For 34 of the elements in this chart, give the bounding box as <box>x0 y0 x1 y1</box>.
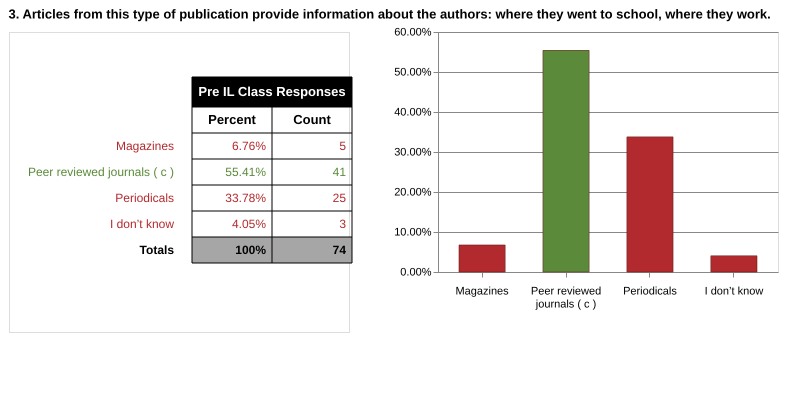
text: 3. Articles from this type of publication provide information about the authors: where they went to school, where they work. <box>8 6 771 22</box>
y-tick-label: 20.00% <box>394 186 432 198</box>
text: 25 <box>332 191 346 205</box>
x-tick-label: Peer reviewed journals ( c ) <box>530 286 602 310</box>
text: Percent <box>208 112 257 127</box>
text: Pre IL Class Responses <box>198 84 346 99</box>
text: 4.05% <box>232 217 266 231</box>
text: Magazines <box>116 139 174 153</box>
bar <box>542 50 590 272</box>
text: 74 <box>332 243 346 257</box>
bar <box>458 244 506 272</box>
text: 100% <box>235 243 266 257</box>
bar <box>710 256 758 272</box>
text: 33.78% <box>225 191 266 205</box>
y-tick-label: 50.00% <box>394 66 432 78</box>
text: 6.76% <box>232 139 266 153</box>
y-tick-label: 10.00% <box>394 226 432 238</box>
bar <box>626 136 674 272</box>
y-tick-label: 0.00% <box>400 266 432 278</box>
text: 41 <box>332 165 346 179</box>
x-tick-label: I don’t know <box>704 286 764 298</box>
text: Count <box>293 112 332 127</box>
y-tick-label: 40.00% <box>394 106 432 118</box>
text: Totals <box>140 243 174 257</box>
text: 3 <box>339 217 346 231</box>
x-tick-label: Periodicals <box>623 286 678 298</box>
y-tick-label: 60.00% <box>394 26 432 38</box>
text: I don’t know <box>110 217 174 231</box>
text: 5 <box>339 139 346 153</box>
text: 55.41% <box>225 165 266 179</box>
text: Periodicals <box>115 191 174 205</box>
y-tick-label: 30.00% <box>394 146 432 158</box>
x-tick-label: Magazines <box>455 286 510 298</box>
text: Peer reviewed journals ( c ) <box>28 165 174 179</box>
